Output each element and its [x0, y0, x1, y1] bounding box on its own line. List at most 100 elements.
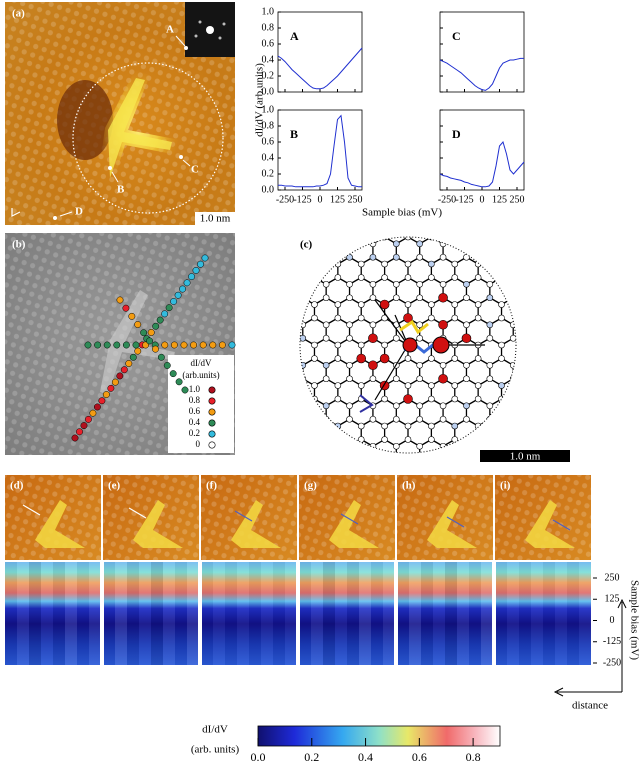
point-b: [108, 166, 112, 170]
heatmap-column: [457, 562, 469, 665]
site: [300, 362, 306, 368]
data-point: [166, 304, 172, 310]
site: [428, 221, 434, 227]
colorbar-tick-label: 0.8: [466, 750, 481, 764]
heatmap-column: [567, 562, 579, 665]
site: [370, 295, 376, 301]
heatmap-column: [507, 562, 519, 665]
data-point: [229, 342, 235, 348]
site: [300, 403, 306, 409]
legend-label: 0: [196, 439, 201, 449]
site: [323, 295, 329, 301]
data-point: [108, 385, 114, 391]
data-point: [175, 292, 181, 298]
site: [417, 281, 423, 287]
spectrum-title: A: [290, 29, 299, 43]
site: [335, 275, 341, 281]
site: [405, 464, 411, 470]
data-point: [170, 298, 176, 304]
site: [463, 416, 469, 422]
data-point: [129, 313, 135, 319]
site: [393, 443, 399, 449]
site: [417, 416, 423, 422]
data-point: [135, 321, 141, 327]
site: [475, 302, 481, 308]
point-label: B: [117, 184, 125, 196]
site: [323, 281, 329, 287]
distance-ticks: [492, 562, 496, 665]
heatmap-column: [5, 562, 17, 665]
site: [428, 423, 434, 429]
x-tick-label: 0: [480, 194, 485, 205]
heatmap-column: [41, 562, 53, 665]
panel-c: (c) 1.0 nm: [279, 217, 570, 483]
site: [417, 376, 423, 382]
site: [393, 335, 399, 341]
site: [463, 362, 469, 368]
site: [347, 322, 353, 328]
site: [510, 403, 516, 409]
site: [463, 376, 469, 382]
site: [487, 362, 493, 368]
site: [428, 315, 434, 321]
panel-label: (d): [10, 480, 24, 492]
data-point: [181, 342, 187, 348]
x-tick-label: 0: [318, 194, 323, 205]
site: [475, 315, 481, 321]
site: [475, 383, 481, 389]
data-point: [210, 342, 216, 348]
data-point: [114, 342, 120, 348]
data-point: [103, 391, 109, 397]
site: [323, 403, 329, 409]
site: [499, 275, 505, 281]
red-site: [439, 374, 448, 383]
y-tick-label: 1.0: [262, 6, 275, 17]
site: [428, 464, 434, 470]
site: [311, 423, 317, 429]
scale-bar-label: 1.0 nm: [510, 451, 541, 463]
site: [428, 437, 434, 443]
site: [311, 383, 317, 389]
heatmap-column: [323, 562, 335, 665]
legend-swatch: [209, 420, 215, 426]
site: [393, 295, 399, 301]
x-tick-label: -125: [455, 194, 473, 205]
site: [347, 443, 353, 449]
site: [335, 383, 341, 389]
colorbar-tick-label: 0.6: [412, 750, 427, 764]
site: [382, 275, 388, 281]
heatmap-column: [543, 562, 555, 665]
site: [417, 295, 423, 301]
site: [475, 356, 481, 362]
fft-peak: [199, 21, 202, 24]
site: [417, 241, 423, 247]
site: [463, 443, 469, 449]
site: [452, 356, 458, 362]
site: [347, 295, 353, 301]
site: [487, 281, 493, 287]
red-site: [380, 300, 389, 309]
orientation-mark: [360, 395, 372, 412]
site: [358, 383, 364, 389]
site: [452, 275, 458, 281]
data-point: [140, 330, 146, 336]
data-point: [162, 342, 168, 348]
data-point: [123, 305, 129, 311]
data-point: [202, 255, 208, 261]
heatmap-column: [397, 562, 409, 665]
heatmap-column: [579, 562, 591, 665]
point-c: [179, 155, 183, 159]
site: [335, 342, 341, 348]
site: [522, 302, 528, 308]
colorbar-title: dI/dV: [202, 724, 228, 736]
heatmap-column: [481, 562, 493, 665]
site: [311, 275, 317, 281]
y-tick-label: 0.4: [262, 152, 275, 163]
site: [522, 342, 528, 348]
site: [522, 315, 528, 321]
red-site: [368, 361, 377, 370]
site: [510, 281, 516, 287]
y-tick-label: 0.4: [262, 54, 275, 65]
heatmap-column: [237, 562, 249, 665]
spectra: dI/dV (arb.units) Sample bias (mV) 0.00.…: [254, 6, 525, 218]
